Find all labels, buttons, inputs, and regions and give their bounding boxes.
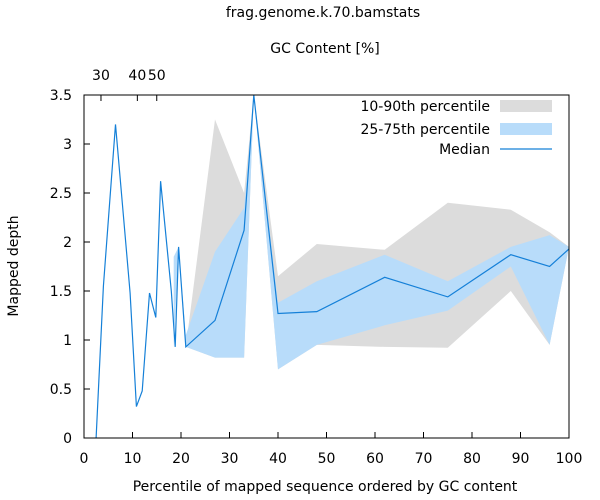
x-tick-label: 30: [221, 451, 239, 467]
x-axis-label: Percentile of mapped sequence ordered by…: [133, 479, 518, 495]
x-tick-label: 50: [318, 451, 336, 467]
y-tick-label: 1: [63, 333, 72, 349]
x-tick-label: 10: [124, 451, 142, 467]
y-tick-label: 3: [63, 137, 72, 153]
x-tick-label: 90: [512, 451, 530, 467]
x2-tick-label: 50: [148, 68, 166, 84]
y-tick-label: 1.5: [50, 284, 72, 300]
x-tick-label: 60: [366, 451, 384, 467]
y-tick-label: 2.5: [50, 186, 72, 202]
legend-label: Median: [439, 142, 490, 158]
y-tick-label: 3.5: [50, 88, 72, 104]
x-tick-label: 40: [269, 451, 287, 467]
chart-title: frag.genome.k.70.bamstats: [226, 5, 420, 21]
legend-label: 25-75th percentile: [360, 122, 490, 138]
y-tick-label: 2: [63, 235, 72, 251]
band-25-75th-percentile: [173, 95, 569, 370]
x2-tick-label: 30: [92, 68, 110, 84]
x-tick-label: 100: [556, 451, 583, 467]
x-tick-label: 70: [415, 451, 433, 467]
x-tick-label: 80: [463, 451, 481, 467]
y-axis-label: Mapped depth: [6, 215, 22, 316]
x-tick-label: 0: [80, 451, 89, 467]
y-tick-label: 0: [63, 431, 72, 447]
median-line: [95, 94, 570, 439]
legend-swatch-25-75: [500, 123, 552, 135]
legend: 10-90th percentile 25-75th percentile Medi…: [360, 99, 552, 158]
legend-swatch-10-90: [500, 100, 552, 112]
x2-tick-label: 40: [128, 68, 146, 84]
x-tick-label: 20: [172, 451, 190, 467]
y-tick-label: 0.5: [50, 382, 72, 398]
x2-axis-label: GC Content [%]: [270, 41, 379, 57]
legend-label: 10-90th percentile: [360, 99, 490, 115]
plot-area: 0 10 20 30 40 50 60 70 80 90 10000.511.522.533.530…: [50, 68, 583, 467]
